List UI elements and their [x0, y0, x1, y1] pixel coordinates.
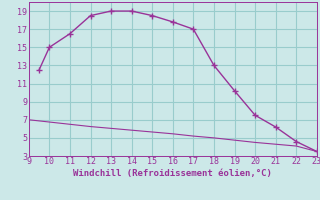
X-axis label: Windchill (Refroidissement éolien,°C): Windchill (Refroidissement éolien,°C) [73, 169, 272, 178]
